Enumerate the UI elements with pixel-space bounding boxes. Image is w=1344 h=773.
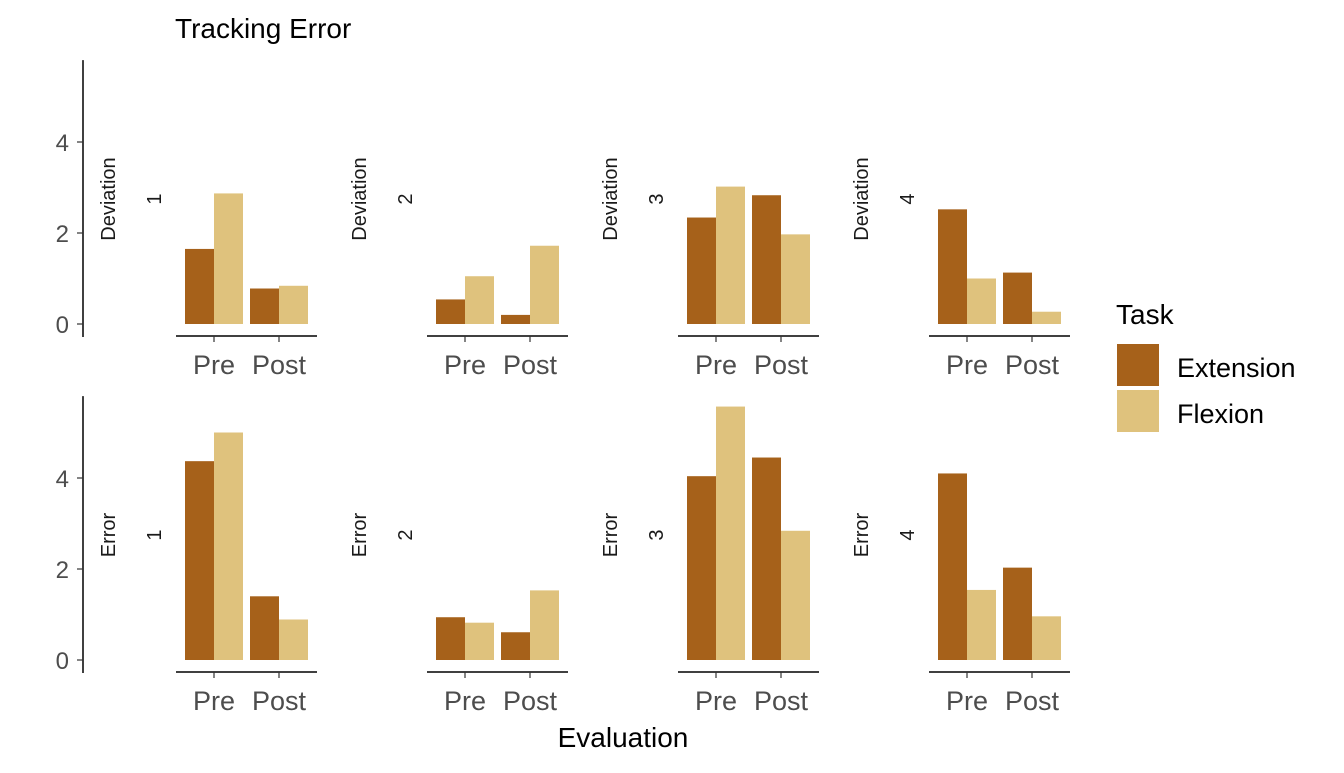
bar-extension-post <box>1003 567 1032 660</box>
bar-extension-post <box>752 457 781 660</box>
panel-strip-label: 2 <box>395 529 417 540</box>
bar-extension-pre <box>185 461 214 660</box>
row-label: Error <box>98 512 120 557</box>
x-tick-label: Pre <box>946 350 988 380</box>
bar-flexion-pre <box>716 186 745 324</box>
bar-extension-post <box>1003 272 1032 324</box>
panel-strip-label: 3 <box>646 193 668 204</box>
bar-flexion-pre <box>465 276 494 324</box>
legend: Task Extension Flexion <box>1116 299 1296 432</box>
panel-strip-label: 1 <box>144 193 166 204</box>
bar-extension-pre <box>185 248 214 324</box>
x-tick-label: Post <box>252 686 307 716</box>
x-tick-label: Post <box>503 350 558 380</box>
y-tick-label: 2 <box>56 221 69 248</box>
y-tick-label: 4 <box>56 130 69 157</box>
bar-flexion-post <box>781 530 810 660</box>
panel-deviation-1: Deviation 1 Pre Post <box>98 157 317 380</box>
bar-flexion-pre <box>214 193 243 324</box>
x-tick-label: Pre <box>193 350 235 380</box>
bar-extension-pre <box>938 473 967 660</box>
y-tick-label: 0 <box>56 648 69 675</box>
row-label: Error <box>349 512 371 557</box>
bar-flexion-pre <box>214 432 243 660</box>
bar-flexion-post <box>530 590 559 660</box>
bar-flexion-pre <box>967 278 996 324</box>
x-tick-label: Pre <box>695 350 737 380</box>
bar-flexion-post <box>530 245 559 324</box>
bar-extension-post <box>501 632 530 660</box>
x-tick-label: Post <box>754 350 809 380</box>
y-tick-label: 4 <box>56 466 69 493</box>
panel-error-3: Error 3 Pre Post <box>600 406 819 716</box>
bar-flexion-post <box>781 234 810 324</box>
panel-deviation-2: Deviation 2 Pre Post <box>349 157 568 380</box>
x-tick-label: Post <box>1005 686 1060 716</box>
bar-extension-pre <box>687 217 716 324</box>
x-tick-label: Pre <box>444 350 486 380</box>
x-tick-label: Pre <box>444 686 486 716</box>
bar-flexion-post <box>1032 311 1061 324</box>
bar-extension-post <box>752 195 781 324</box>
panel-error-4: Error 4 Pre Post <box>851 473 1070 716</box>
y-tick-label: 2 <box>56 557 69 584</box>
row-label: Error <box>600 512 622 557</box>
chart-title: Tracking Error <box>175 13 351 44</box>
panel-strip-label: 4 <box>897 529 919 540</box>
panel-error-2: Error 2 Pre Post <box>349 512 568 716</box>
row-label: Deviation <box>600 157 622 240</box>
panel-deviation-3: Deviation 3 Pre Post <box>600 157 819 380</box>
bar-extension-pre <box>436 299 465 324</box>
panel-strip-label: 3 <box>646 529 668 540</box>
legend-swatch-flexion <box>1117 390 1159 432</box>
row-label: Deviation <box>98 157 120 240</box>
panel-error-1: Error 1 Pre Post <box>98 432 317 716</box>
panel-strip-label: 4 <box>897 193 919 204</box>
bar-extension-post <box>501 314 530 324</box>
x-tick-label: Post <box>754 686 809 716</box>
bar-flexion-pre <box>716 406 745 660</box>
row-label: Deviation <box>851 157 873 240</box>
x-tick-label: Pre <box>946 686 988 716</box>
x-tick-label: Post <box>503 686 558 716</box>
bar-extension-pre <box>436 617 465 660</box>
bar-extension-post <box>250 596 279 660</box>
bar-flexion-pre <box>967 589 996 660</box>
bar-extension-post <box>250 288 279 324</box>
x-tick-label: Pre <box>695 686 737 716</box>
row-label: Error <box>851 512 873 557</box>
bar-flexion-post <box>1032 616 1061 660</box>
legend-title: Task <box>1116 299 1175 330</box>
x-tick-label: Post <box>252 350 307 380</box>
facet-row-error: 0 2 4 Error 1 Pre Post Error 2 Pre Post Error 3 Pre Po… <box>56 396 1070 716</box>
panel-deviation-4: Deviation 4 Pre Post <box>851 157 1070 380</box>
x-tick-label: Post <box>1005 350 1060 380</box>
x-tick-label: Pre <box>193 686 235 716</box>
panel-strip-label: 2 <box>395 193 417 204</box>
bar-extension-pre <box>938 209 967 324</box>
legend-label-flexion: Flexion <box>1177 399 1264 429</box>
row-label: Deviation <box>349 157 371 240</box>
x-axis-label: Evaluation <box>558 722 689 753</box>
bar-flexion-post <box>279 619 308 660</box>
panel-strip-label: 1 <box>144 529 166 540</box>
bar-extension-pre <box>687 476 716 660</box>
bar-flexion-post <box>279 285 308 324</box>
legend-swatch-extension <box>1117 344 1159 386</box>
y-tick-label: 0 <box>56 312 69 339</box>
legend-label-extension: Extension <box>1177 353 1296 383</box>
bar-flexion-pre <box>465 622 494 660</box>
